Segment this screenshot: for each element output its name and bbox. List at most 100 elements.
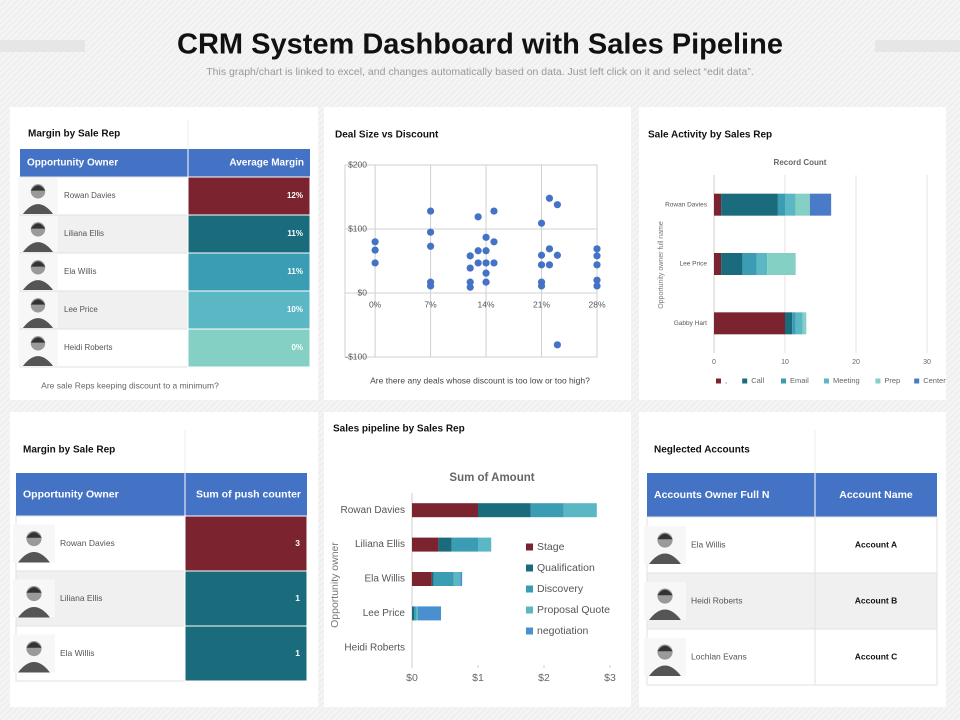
avatar-hair xyxy=(26,532,42,538)
scatter-point xyxy=(466,252,474,260)
bar-segment xyxy=(795,312,803,335)
scatter-point xyxy=(371,259,379,267)
page-title: CRM System Dashboard with Sales Pipeline xyxy=(177,29,783,61)
x-tick-label: $1 xyxy=(472,672,484,684)
value-cell xyxy=(187,176,311,216)
bar-segment xyxy=(792,312,796,335)
category-label: Gabby Hart xyxy=(674,320,707,327)
bar-segment xyxy=(417,606,442,621)
legend-label: Discovery xyxy=(537,583,584,595)
legend-label: Proposal Quote xyxy=(537,604,610,616)
scatter-point xyxy=(553,201,561,209)
cell-value: 0% xyxy=(291,343,303,352)
scatter-point xyxy=(593,252,601,260)
scatter-point xyxy=(466,278,474,286)
value-cell xyxy=(814,628,938,686)
scatter-point xyxy=(466,264,474,272)
y-axis-title: Opportunity owner xyxy=(329,542,341,628)
scatter-point xyxy=(593,261,601,269)
bar-segment xyxy=(802,312,807,335)
y-tick-label: $100 xyxy=(348,223,367,233)
table-header xyxy=(20,149,310,177)
x-tick-label: 0% xyxy=(369,299,382,309)
avatar xyxy=(18,178,58,214)
avatar-hair xyxy=(30,299,46,305)
table-header xyxy=(16,473,307,516)
bar-segment xyxy=(431,572,434,586)
avatar-body xyxy=(649,609,681,620)
scatter-point xyxy=(537,219,546,227)
cell-value: 1 xyxy=(295,593,300,603)
bar-segment xyxy=(795,193,810,216)
avatar-body xyxy=(18,662,50,673)
scatter-point xyxy=(490,259,498,267)
legend-label: Qualification xyxy=(537,562,595,574)
bar-segment xyxy=(714,312,785,335)
category-label: Lee Price xyxy=(680,261,708,268)
bar-segment xyxy=(809,193,832,216)
legend-label: , xyxy=(725,376,727,385)
avatar-hair xyxy=(657,645,673,652)
legend-swatch xyxy=(526,564,533,572)
chart-title: Deal Size vs Discount xyxy=(335,130,439,141)
bar-segment xyxy=(777,193,785,216)
owner-name: Lochlan Evans xyxy=(691,651,747,661)
column-header: Opportunity Owner xyxy=(27,158,118,169)
legend-swatch xyxy=(824,378,829,384)
scatter-point xyxy=(553,341,561,349)
y-axis-title: Opportunity owner full name xyxy=(658,221,665,309)
avatar-body xyxy=(18,552,50,563)
category-label: Heidi Roberts xyxy=(344,642,405,653)
scatter-point xyxy=(537,251,546,259)
scatter-point xyxy=(474,247,482,255)
avatar-body xyxy=(649,553,681,564)
avatar-hair xyxy=(30,261,46,267)
column-header: Opportunity Owner xyxy=(23,488,119,500)
bar-segment xyxy=(478,537,492,552)
avatar-body xyxy=(22,280,54,290)
scatter-point xyxy=(545,194,554,202)
legend-swatch xyxy=(526,543,533,551)
value-cell xyxy=(187,290,311,330)
cell-value: Account A xyxy=(855,539,897,549)
avatar-body xyxy=(22,356,54,366)
owner-name: Rowan Davies xyxy=(60,538,115,548)
chart-subtitle: Sum of Amount xyxy=(449,472,534,484)
chart-caption: Are there any deals whose discount is to… xyxy=(370,375,590,385)
bar-segment xyxy=(412,503,478,518)
avatar xyxy=(644,582,686,620)
legend-label: Prep xyxy=(884,376,900,385)
bar-segment xyxy=(756,253,768,275)
scatter-point xyxy=(553,251,561,259)
column-header: Average Margin xyxy=(229,158,304,169)
bar-segment xyxy=(413,606,416,621)
scatter-point xyxy=(545,261,554,269)
avatar-body xyxy=(22,318,54,328)
legend-swatch xyxy=(526,627,533,635)
cell-value: 1 xyxy=(295,648,300,658)
bar-segment xyxy=(415,606,418,621)
value-cell xyxy=(187,214,311,254)
scatter-point xyxy=(537,261,546,269)
avatar-hair xyxy=(26,587,42,593)
bar-segment xyxy=(412,537,439,552)
value-cell xyxy=(184,570,308,627)
category-label: Ela Willis xyxy=(364,574,405,585)
legend-label: negotiation xyxy=(537,625,589,637)
scatter-point xyxy=(593,282,601,290)
avatar xyxy=(18,330,58,366)
panel xyxy=(324,412,631,707)
scatter-point xyxy=(593,276,601,284)
scatter-point xyxy=(474,213,482,221)
owner-name: Heidi Roberts xyxy=(691,595,743,605)
legend-swatch xyxy=(742,378,748,384)
owner-name: Rowan Davies xyxy=(64,191,116,200)
scatter-point xyxy=(474,259,482,267)
scatter-point xyxy=(371,246,379,254)
owner-name: Ela Willis xyxy=(60,648,94,658)
x-tick-label: 21% xyxy=(533,299,550,309)
legend-swatch xyxy=(914,378,920,384)
scatter-point xyxy=(545,245,554,253)
avatar xyxy=(644,638,686,676)
